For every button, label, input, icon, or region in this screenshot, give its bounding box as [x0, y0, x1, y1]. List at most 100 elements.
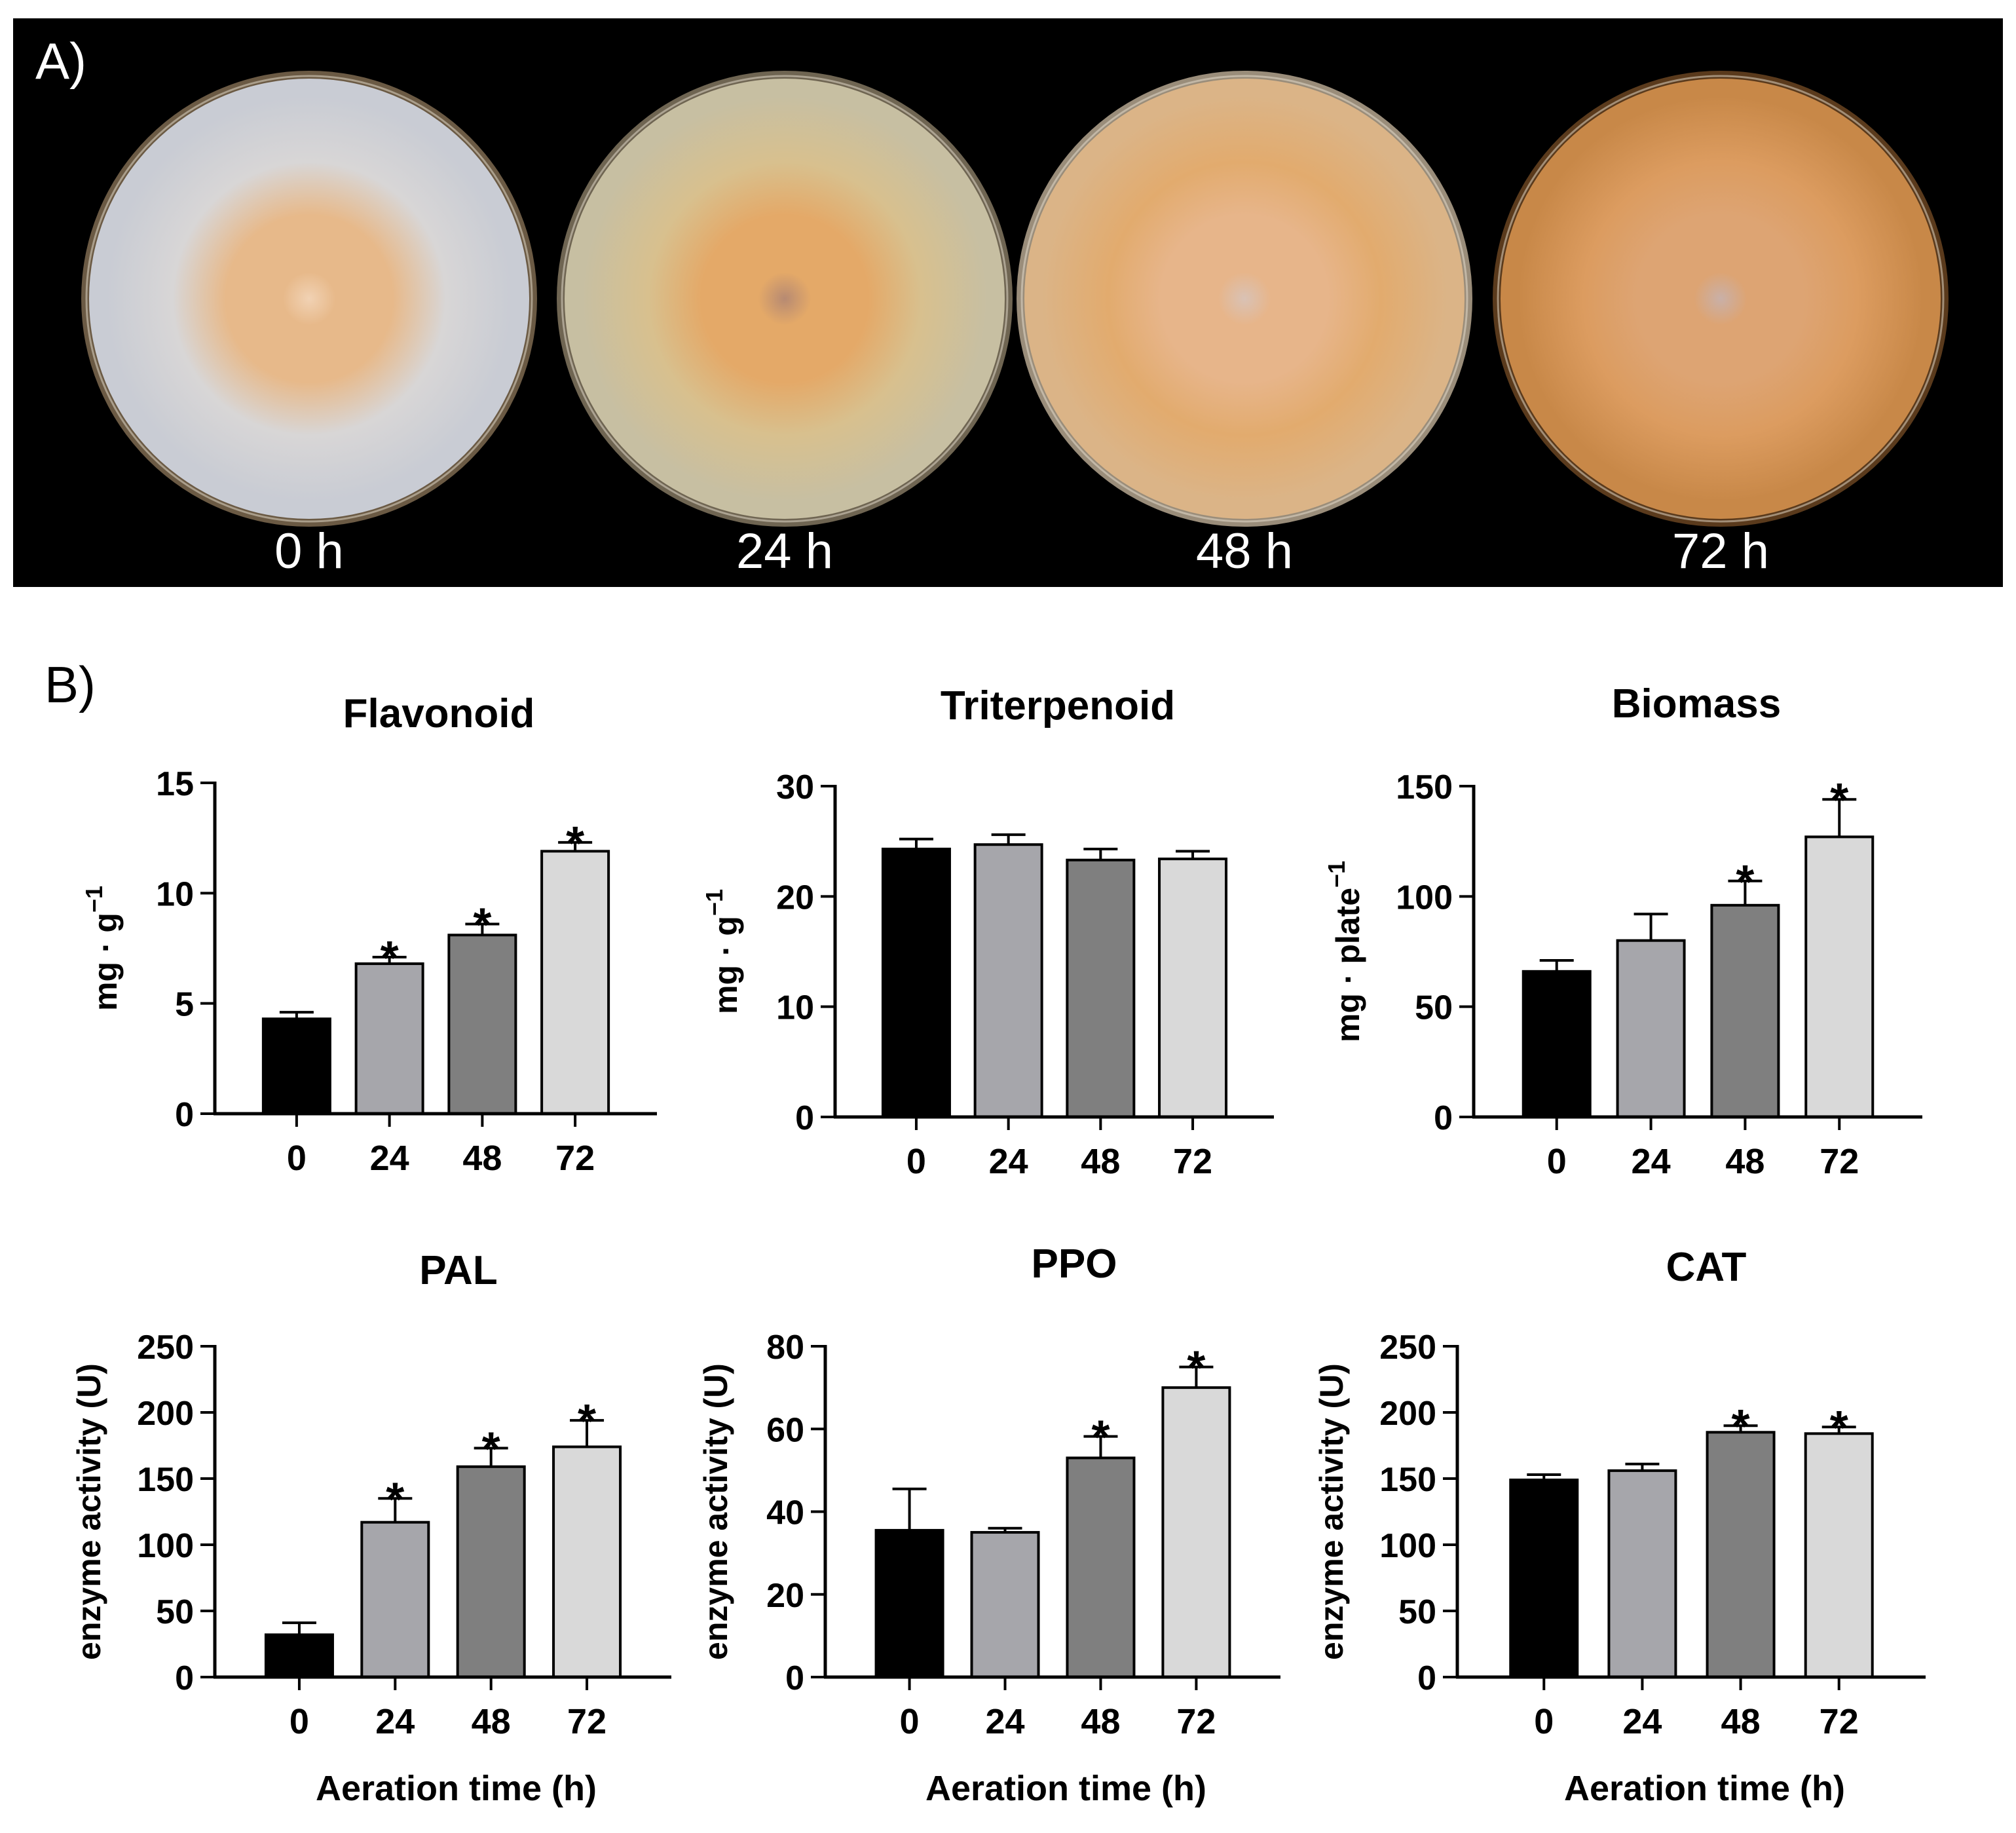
x-tick-label-72: 72 [555, 1139, 595, 1178]
y-tick-label-0: 0 [175, 1659, 194, 1697]
y-tick-label-10: 10 [156, 875, 194, 913]
plate-label-48h: 48 h [1196, 523, 1293, 579]
x-tick-label-48: 48 [1081, 1702, 1120, 1741]
y-tick-label-200: 200 [1379, 1395, 1436, 1433]
plate-label-24h: 24 h [736, 523, 833, 579]
x-axis-label: Aeration time (h) [1564, 1769, 1845, 1808]
significance-star-24: * [381, 932, 399, 985]
y-tick-label-0: 0 [1434, 1099, 1453, 1137]
y-tick-label-150: 150 [137, 1461, 194, 1499]
bar-0 [261, 1017, 331, 1115]
x-tick-label-0: 0 [1547, 1142, 1567, 1181]
y-axis-label: enzyme activity (U) [71, 1363, 107, 1660]
x-tick-label-24: 24 [370, 1139, 409, 1178]
bar-0 [1509, 1479, 1579, 1679]
y-tick-label-100: 100 [1379, 1527, 1436, 1565]
chart-ppo: PPO 0 24 * 48 * 72 0 20 40 60 80 enzyme activity (U)… [698, 1241, 1280, 1808]
y-tick-label-0: 0 [795, 1099, 814, 1137]
bar-24 [360, 1521, 430, 1678]
significance-star-48: * [482, 1424, 500, 1476]
chart-cat: CAT 0 24 * 48 * 72 0 50 100 150 200 250 enzyme activi… [1313, 1245, 1926, 1808]
x-tick-label-48: 48 [462, 1139, 502, 1178]
y-tick-label-30: 30 [776, 768, 814, 806]
plate-culture [1501, 79, 1941, 519]
y-tick-label-250: 250 [137, 1329, 194, 1367]
bar-0 [1521, 970, 1592, 1119]
y-tick-label-100: 100 [1396, 879, 1453, 917]
bar-72 [1161, 1386, 1231, 1678]
x-tick-label-0: 0 [1534, 1702, 1554, 1741]
y-tick-label-5: 5 [175, 986, 194, 1024]
x-tick-label-0: 0 [287, 1139, 307, 1178]
bar-48 [1706, 1431, 1776, 1679]
x-tick-label-24: 24 [1632, 1142, 1671, 1181]
plate-culture [89, 79, 529, 519]
y-tick-label-50: 50 [156, 1593, 194, 1631]
y-tick-label-150: 150 [1379, 1461, 1436, 1499]
bar-24 [970, 1531, 1040, 1678]
x-axis-label: Aeration time (h) [316, 1769, 597, 1808]
chart-title: Biomass [1612, 681, 1781, 727]
y-tick-label-15: 15 [156, 765, 194, 803]
significance-star-48: * [1732, 1401, 1750, 1453]
x-tick-label-0: 0 [906, 1142, 926, 1181]
bar-24 [1616, 939, 1686, 1118]
x-tick-label-24: 24 [985, 1702, 1024, 1741]
plate-label-0h: 0 h [274, 523, 344, 579]
plate-edge-highlight [1020, 75, 1468, 523]
bar-72 [1158, 858, 1228, 1118]
significance-star-72: * [578, 1395, 596, 1448]
x-tick-label-24: 24 [1622, 1702, 1662, 1741]
x-tick-label-48: 48 [1081, 1142, 1120, 1181]
x-tick-label-48: 48 [1725, 1142, 1764, 1181]
petri-plates-image [81, 71, 1949, 527]
chart-pal: PAL 0 * 24 * 48 * 72 0 50 100 150 200 250 enzyme activ… [71, 1248, 671, 1808]
petri-plate-0h [81, 71, 537, 527]
bar-24 [354, 962, 424, 1115]
significance-star-24: * [386, 1473, 404, 1526]
plate-label-72h: 72 h [1672, 523, 1769, 579]
y-tick-label-150: 150 [1396, 768, 1453, 806]
x-tick-label-0: 0 [289, 1702, 309, 1741]
bar-72 [552, 1445, 622, 1679]
plate-edge-highlight [85, 75, 533, 523]
x-tick-label-48: 48 [1721, 1702, 1761, 1741]
y-tick-label-50: 50 [1398, 1593, 1436, 1631]
plate-photo-panel: A) 0 h 24 h 48 h 72 h [13, 18, 2003, 587]
bar-48 [1066, 858, 1136, 1118]
bar-72 [1804, 1432, 1874, 1679]
y-tick-label-40: 40 [766, 1494, 804, 1532]
y-tick-label-0: 0 [175, 1096, 194, 1134]
plate-culture [565, 79, 1005, 519]
significance-star-72: * [566, 818, 584, 870]
significance-star-72: * [1830, 1402, 1848, 1454]
chart-flavonoid: Flavonoid 0 * 24 * 48 * 72 0 5 10 15 mg · g−1 [81, 691, 657, 1178]
y-axis-label: mg · g−1 [81, 886, 124, 1011]
x-tick-label-48: 48 [472, 1702, 511, 1741]
y-tick-label-10: 10 [776, 989, 814, 1027]
y-axis-label: mg · plate−1 [1323, 861, 1366, 1042]
y-axis-label: enzyme activity (U) [1313, 1363, 1350, 1660]
y-tick-label-100: 100 [137, 1527, 194, 1565]
x-tick-label-0: 0 [900, 1702, 920, 1741]
bar-48 [447, 934, 517, 1116]
petri-plate-48h [1017, 71, 1472, 527]
bar-0 [881, 847, 951, 1118]
x-axis-label: Aeration time (h) [925, 1769, 1206, 1808]
bar-48 [1710, 903, 1780, 1119]
y-tick-label-200: 200 [137, 1395, 194, 1433]
y-tick-label-20: 20 [776, 879, 814, 917]
bar-72 [1804, 835, 1875, 1119]
x-tick-label-72: 72 [1173, 1142, 1212, 1181]
petri-plate-24h [557, 71, 1013, 527]
plate-edge-highlight [1497, 75, 1945, 523]
petri-plate-72h [1493, 71, 1949, 527]
significance-star-48: * [473, 899, 491, 951]
chart-title: Triterpenoid [941, 683, 1175, 728]
panel-a-label: A) [35, 32, 86, 90]
significance-star-48: * [1091, 1412, 1110, 1464]
chart-title: PAL [419, 1248, 497, 1293]
y-tick-label-20: 20 [766, 1577, 804, 1615]
plate-edge-highlight [561, 75, 1009, 523]
